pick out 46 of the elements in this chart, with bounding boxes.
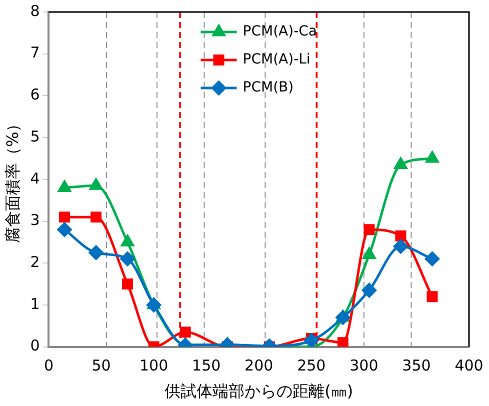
point (88, 245, 104, 260)
legend-label: PCM(A)-Ca (242, 24, 317, 40)
x-tick-label: 250 (297, 356, 326, 375)
point (90, 178, 102, 190)
point (362, 283, 376, 298)
legend-label: PCM(B) (242, 80, 294, 96)
x-axis-title: 供試体端部からの距離(㎜) (164, 382, 354, 401)
x-tick-label: 150 (192, 356, 221, 375)
x-tick-label: 0 (44, 356, 54, 375)
point (426, 151, 439, 163)
y-tick-label: 3 (30, 211, 40, 230)
point (426, 291, 438, 302)
point (337, 337, 348, 347)
y-tick-label: 1 (30, 294, 40, 313)
point (58, 180, 71, 192)
point (90, 212, 102, 223)
point (395, 230, 406, 242)
point (120, 252, 135, 266)
legend-label: PCM(A)-Li (242, 52, 310, 68)
point (362, 247, 376, 259)
y-tick-label: 5 (30, 127, 40, 146)
point (364, 224, 375, 236)
point (146, 298, 162, 312)
y-tick-label: 2 (30, 252, 40, 271)
point (336, 310, 350, 325)
point (394, 158, 408, 170)
x-tick-label: 200 (244, 356, 274, 375)
x-tick-label: 300 (350, 356, 378, 375)
x-tick-label: 100 (139, 356, 168, 375)
x-tick-label: 50 (92, 356, 111, 375)
y-tick-label: 7 (30, 44, 40, 62)
point (122, 278, 134, 290)
y-tick-label: 6 (30, 86, 40, 104)
point (57, 222, 72, 237)
point (59, 212, 70, 223)
y-tick-label: 0 (30, 336, 40, 355)
y-axis-title: 腐食面積率（%） (2, 116, 22, 243)
point (304, 333, 319, 347)
y-tick-label: 4 (30, 169, 40, 188)
x-tick-label: 350 (402, 356, 431, 375)
y-tick-label: 8 (30, 2, 40, 20)
point (424, 252, 440, 266)
point (180, 326, 191, 338)
x-tick-label: 400 (454, 356, 484, 375)
point (121, 234, 134, 246)
point (393, 239, 408, 254)
